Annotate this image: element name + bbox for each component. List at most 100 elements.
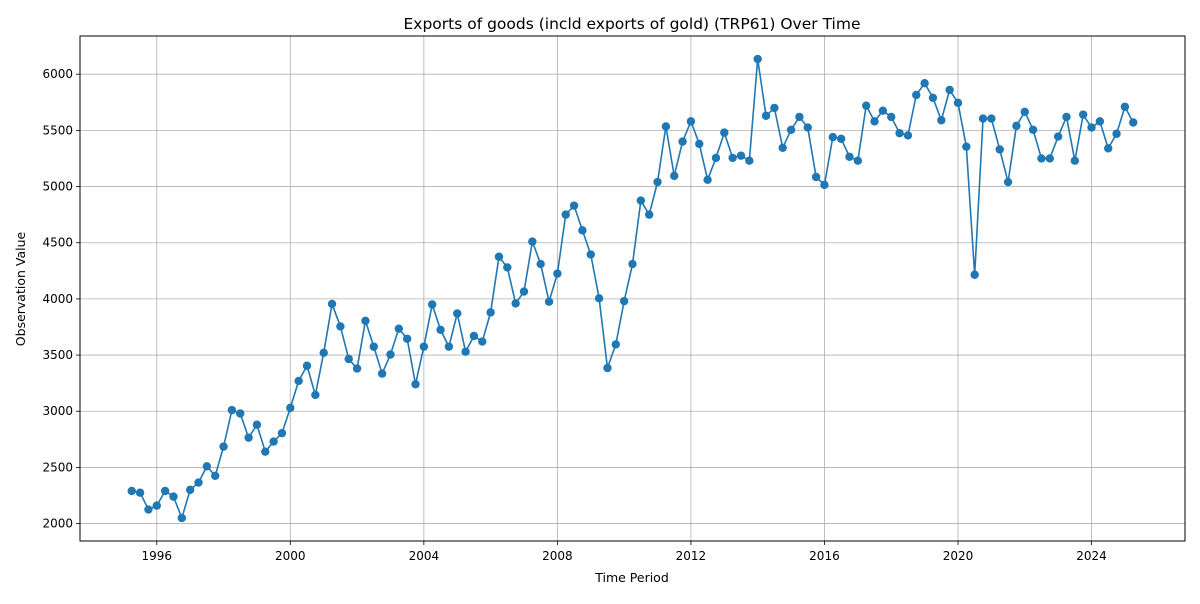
data-point [261,447,270,456]
data-point [1095,117,1105,126]
data-point [444,342,454,351]
data-point [511,299,520,308]
data-point [953,98,963,108]
data-point [227,405,237,415]
data-point [603,363,612,373]
data-point [177,513,187,523]
data-point [561,210,570,219]
data-point [386,350,395,359]
data-point [519,287,529,296]
data-point [695,139,704,149]
data-point [761,111,771,120]
y-tick-label: 3000 [42,404,73,418]
data-point [135,488,145,497]
data-point [1112,129,1121,138]
data-point [636,196,646,205]
chart-title: Exports of goods (incld exports of gold)… [403,15,860,33]
y-tick-label: 6000 [42,67,73,81]
data-point [544,297,554,306]
data-point [845,152,854,161]
y-axis-label: Observation Value [13,231,28,346]
data-point [453,309,462,318]
data-point [1070,156,1080,165]
data-point [202,462,212,471]
data-point [352,364,362,373]
x-axis-label: Time Period [594,570,669,585]
x-axis-ticks: 1996 2000 2004 2008 2012 2016 2020 2024 [142,541,1107,563]
data-point [611,340,621,349]
data-point [895,128,904,138]
y-tick-label: 4500 [42,236,73,250]
data-point [361,316,370,325]
data-point [194,478,203,487]
data-point [419,342,429,351]
data-point [428,300,437,309]
data-point [720,128,729,137]
data-point [945,85,954,95]
x-tick-label: 1996 [142,549,173,563]
data-point [269,437,278,446]
data-point [1020,107,1029,117]
data-point [286,403,295,413]
data-point [553,269,562,278]
data-point [878,106,888,115]
data-point [169,492,178,501]
data-point [536,259,545,269]
plot-area-frame [79,35,1186,542]
data-point [670,171,679,181]
data-point [211,471,220,481]
y-axis-ticks: 2000 2500 3000 3500 4000 4500 5000 5500 6000 [42,67,80,531]
data-point [344,354,353,364]
x-tick-label: 2004 [409,549,440,563]
data-point [853,156,863,165]
x-tick-label: 2024 [1076,549,1107,563]
data-point [653,177,662,187]
x-tick-label: 2012 [676,549,707,563]
data-point [503,263,512,272]
data-point [978,114,988,123]
data-point [745,156,754,165]
data-point [995,145,1004,154]
data-point [469,331,479,341]
data-point [402,334,412,343]
data-point [1062,112,1071,122]
data-point [478,337,487,346]
data-point [377,369,387,378]
data-point [144,505,153,514]
data-point [152,501,161,510]
data-point [861,101,871,110]
data-point [1037,154,1046,163]
data-point [678,137,687,146]
data-point [494,252,504,261]
data-point [1087,123,1096,132]
data-point [628,259,637,269]
data-point [1129,118,1138,127]
data-point [586,250,595,259]
data-point [294,376,303,386]
data-point [336,322,345,331]
data-point [811,172,821,182]
data-point [394,324,404,333]
data-point [703,175,712,184]
data-point [578,226,587,235]
data-point [219,442,228,451]
data-point [820,180,829,190]
data-point [770,103,779,113]
data-point [302,361,312,370]
data-point [778,143,787,152]
data-point [870,117,879,126]
data-point [252,420,262,429]
data-point [795,112,804,122]
data-point [1104,144,1113,153]
data-point [327,299,337,309]
data-point [411,380,420,389]
data-point [644,210,654,219]
data-point [436,325,445,334]
y-tick-label: 4000 [42,292,73,306]
data-point [1120,102,1130,111]
data-point [1053,132,1063,141]
data-point [753,54,762,64]
data-point [887,112,896,122]
